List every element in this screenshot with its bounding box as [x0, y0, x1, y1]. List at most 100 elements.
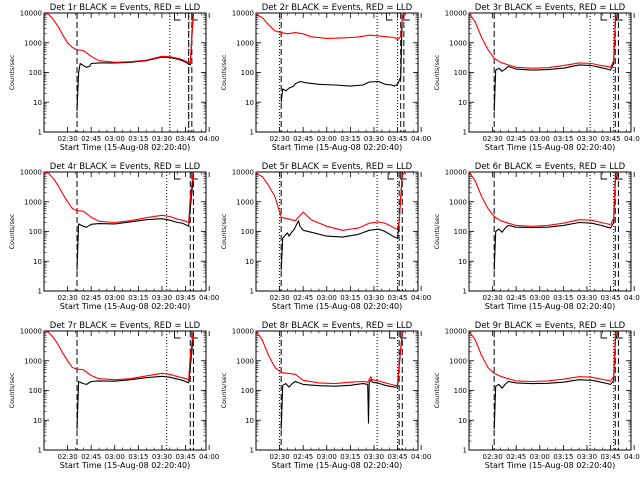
- subplot-1: Det 1r BLACK = Events, RED = LLD 1 10 100 10…: [8, 3, 219, 152]
- plot-frame: [255, 12, 419, 133]
- y-tick-label: 100: [454, 228, 467, 236]
- x-tick-label: 04:00: [624, 294, 640, 302]
- plot-frame: [468, 171, 632, 292]
- x-tick-label: 02:45: [293, 453, 313, 461]
- series-events-line: [76, 173, 194, 271]
- x-tick-label: 03:15: [128, 294, 148, 302]
- y-tick-label: 10: [458, 417, 467, 425]
- y-tick-label: 1: [38, 288, 42, 296]
- y-tick-label: 1000: [449, 198, 467, 206]
- y-tick-label: 1000: [449, 39, 467, 47]
- subplot-4: Det 4r BLACK = Events, RED = LLD 1 10 100 10…: [8, 162, 219, 311]
- subplot-3: Det 3r BLACK = Events, RED = LLD 1 10 100 10…: [433, 3, 640, 152]
- x-tick-label: 03:00: [105, 294, 125, 302]
- y-tick-label: 1: [250, 288, 254, 296]
- top-bracket-marker: [386, 13, 393, 21]
- y-tick-label: 100: [29, 387, 42, 395]
- x-tick-label: 04:00: [411, 294, 431, 302]
- y-tick-label: 1: [38, 129, 42, 137]
- top-bracket-marker: [600, 172, 608, 180]
- x-axis-label: Start Time (15-Aug-08 02:20:40): [60, 461, 191, 470]
- y-axis-label: Counts/sec: [8, 372, 16, 408]
- x-tick-label: 04:00: [199, 453, 219, 461]
- y-tick-label: 10: [245, 258, 254, 266]
- x-tick-label: 02:45: [81, 453, 101, 461]
- subplot-title: Det 6r BLACK = Events, RED = LLD: [475, 162, 626, 172]
- x-tick-label: 03:30: [577, 453, 597, 461]
- y-tick-label: 10: [245, 417, 254, 425]
- x-axis-label: Start Time (15-Aug-08 02:20:40): [272, 302, 403, 311]
- x-tick-label: 03:30: [364, 294, 384, 302]
- series-events-line: [493, 331, 619, 430]
- y-tick-label: 100: [241, 228, 254, 236]
- subplot-title: Det 1r BLACK = Events, RED = LLD: [50, 3, 201, 13]
- x-tick-label: 03:15: [340, 453, 360, 461]
- x-tick-label: 02:30: [57, 453, 77, 461]
- plot-frame: [43, 330, 207, 451]
- y-axis-label: Counts/sec: [433, 213, 441, 249]
- plot-area: [44, 331, 198, 450]
- x-tick-label: 04:00: [411, 453, 431, 461]
- x-tick-label: 03:15: [340, 135, 360, 143]
- y-axis-label: Counts/sec: [220, 213, 228, 249]
- x-tick-label: 04:00: [624, 453, 640, 461]
- x-tick-label: 03:00: [105, 453, 125, 461]
- x-tick-label: 03:30: [364, 135, 384, 143]
- subplot-title: Det 4r BLACK = Events, RED = LLD: [50, 162, 201, 172]
- plot-area: [469, 331, 623, 450]
- x-tick-label: 02:45: [81, 294, 101, 302]
- subplot-9: Det 9r BLACK = Events, RED = LLD 1 10 100 10…: [433, 321, 640, 470]
- y-tick-label: 1000: [236, 357, 254, 365]
- x-tick-label: 03:45: [175, 294, 195, 302]
- series-lld-line: [256, 172, 406, 231]
- top-bracket-marker: [191, 13, 198, 21]
- x-tick-label: 03:45: [387, 294, 407, 302]
- y-tick-label: 1: [38, 447, 42, 455]
- series-lld-line: [469, 172, 619, 227]
- series-events-line: [493, 13, 619, 112]
- y-tick-label: 1000: [24, 198, 42, 206]
- x-tick-label: 02:45: [506, 453, 526, 461]
- y-tick-label: 100: [454, 69, 467, 77]
- x-tick-label: 02:30: [482, 294, 502, 302]
- x-tick-label: 02:30: [482, 453, 502, 461]
- y-tick-label: 10000: [445, 10, 467, 18]
- plot-area: [469, 13, 623, 132]
- x-tick-label: 03:15: [340, 294, 360, 302]
- y-axis-label: Counts/sec: [220, 54, 228, 90]
- x-tick-label: 04:00: [199, 294, 219, 302]
- series-events-line: [280, 173, 403, 271]
- top-bracket-marker: [600, 13, 608, 21]
- y-tick-label: 1000: [236, 39, 254, 47]
- y-tick-label: 100: [241, 69, 254, 77]
- plot-area: [44, 172, 198, 291]
- x-tick-label: 03:00: [317, 135, 337, 143]
- y-tick-label: 10: [33, 417, 42, 425]
- x-tick-label: 03:15: [553, 294, 573, 302]
- y-tick-label: 1000: [449, 357, 467, 365]
- x-tick-label: 03:30: [152, 294, 172, 302]
- y-tick-label: 100: [454, 387, 467, 395]
- x-tick-label: 02:45: [293, 135, 313, 143]
- plot-area: [44, 13, 198, 132]
- y-tick-label: 1000: [24, 39, 42, 47]
- x-tick-label: 02:45: [506, 294, 526, 302]
- x-tick-label: 03:45: [600, 294, 620, 302]
- y-axis-label: Counts/sec: [433, 372, 441, 408]
- plot-area: [256, 172, 407, 291]
- x-axis-label: Start Time (15-Aug-08 02:20:40): [485, 143, 616, 152]
- x-axis-label: Start Time (15-Aug-08 02:20:40): [485, 302, 616, 311]
- x-tick-label: 03:30: [577, 135, 597, 143]
- top-bracket-marker: [191, 331, 198, 339]
- series-events-line: [280, 14, 403, 103]
- x-tick-label: 03:00: [530, 453, 550, 461]
- y-axis-label: Counts/sec: [220, 372, 228, 408]
- x-tick-label: 02:30: [57, 294, 77, 302]
- x-tick-label: 03:00: [530, 294, 550, 302]
- plot-frame: [468, 12, 632, 133]
- subplot-title: Det 9r BLACK = Events, RED = LLD: [475, 321, 626, 331]
- y-tick-label: 1: [250, 447, 254, 455]
- x-tick-label: 03:15: [553, 135, 573, 143]
- plot-area: [256, 331, 407, 450]
